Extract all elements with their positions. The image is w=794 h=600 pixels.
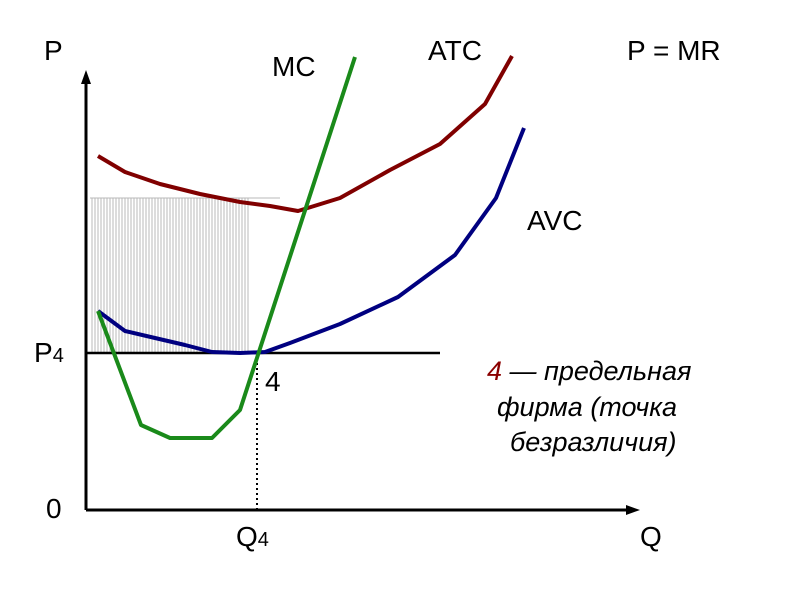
mc-curve (96, 56, 357, 440)
note-line-3: безразличия) (510, 427, 677, 457)
point-4-label: 4 (265, 366, 281, 397)
y-axis-arrow (81, 70, 91, 84)
note-line-1: 4 — предельная (487, 356, 691, 386)
origin-label: 0 (46, 493, 62, 524)
mc-label: MC (272, 51, 316, 82)
atc-label: ATC (428, 35, 482, 66)
y-axis-label: P (44, 35, 63, 66)
note-line-1-rest: — предельная (502, 356, 691, 386)
price-label-main: P (34, 337, 53, 368)
quantity-label: Q4 (236, 521, 269, 552)
quantity-label-subscript: 4 (258, 529, 269, 551)
price-label-subscript: 4 (53, 345, 64, 367)
avc-curve (96, 127, 526, 355)
x-axis-label: Q (640, 521, 662, 552)
quantity-label-main: Q (236, 521, 258, 552)
loss-area-shading (90, 197, 280, 352)
avc-label: AVC (527, 205, 583, 236)
price-label: P4 (34, 337, 64, 368)
note-highlight: 4 (487, 356, 502, 386)
price-mr-label: P = MR (627, 35, 721, 66)
note-line-2: фирма (точка (497, 392, 677, 422)
atc-curve (96, 55, 514, 213)
x-axis-arrow (626, 505, 640, 515)
